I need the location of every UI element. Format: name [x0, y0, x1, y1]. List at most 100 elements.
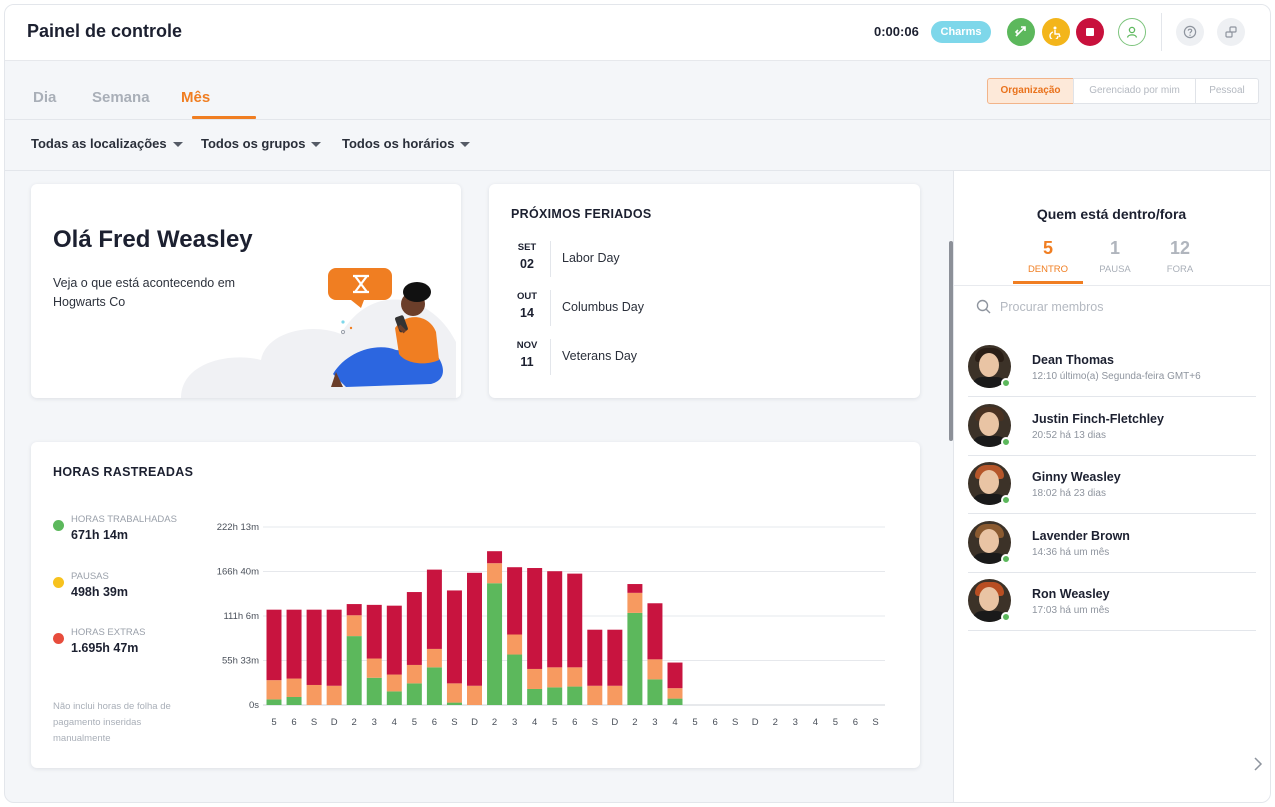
bar-segment[interactable]	[647, 679, 663, 705]
bar-segment[interactable]	[426, 667, 442, 705]
bar-segment[interactable]	[567, 686, 583, 705]
bar-segment[interactable]	[266, 680, 282, 700]
legend-label: HORAS EXTRAS	[71, 627, 146, 638]
hours-bar-chart: 222h 13m 166h 40m 111h 6m 55h 33m 0s 5 6 S D 2 3 4 5…	[217, 522, 885, 728]
bar-segment[interactable]	[346, 636, 362, 705]
bar-segment[interactable]	[567, 573, 583, 668]
bar-segment[interactable]	[547, 687, 563, 705]
search-icon	[976, 299, 991, 314]
bar-segment[interactable]	[426, 648, 442, 668]
schedule-filter-dropdown[interactable]: Todos os horários	[342, 136, 471, 151]
stop-timer-button[interactable]	[1076, 18, 1104, 46]
bar-segment[interactable]	[527, 668, 543, 689]
bar-segment[interactable]	[426, 569, 442, 649]
bar-segment[interactable]	[386, 691, 402, 705]
bar-segment[interactable]	[647, 603, 663, 660]
bar-segment[interactable]	[627, 584, 643, 593]
bar-segment[interactable]	[406, 683, 422, 705]
bar-segment[interactable]	[607, 685, 623, 705]
help-button[interactable]	[1176, 18, 1204, 46]
bar-segment[interactable]	[527, 688, 543, 705]
bar-segment[interactable]	[547, 571, 563, 668]
break-button[interactable]	[1042, 18, 1070, 46]
member-row[interactable]: Ginny Weasley 18:02 há 23 dias	[968, 455, 1256, 514]
bar-segment[interactable]	[607, 629, 623, 686]
location-filter-dropdown[interactable]: Todas as localizações	[31, 136, 183, 151]
bar-segment[interactable]	[306, 609, 322, 685]
bar-segment[interactable]	[667, 698, 683, 705]
member-row[interactable]: Lavender Brown 14:36 há um mês	[968, 514, 1256, 573]
bar-segment[interactable]	[386, 605, 402, 675]
bar-segment[interactable]	[467, 572, 482, 686]
stat-out-tab[interactable]: 12 FORA	[1150, 238, 1210, 275]
bar-segment[interactable]	[366, 658, 382, 678]
member-row[interactable]: Justin Finch-Fletchley 20:52 há 13 dias	[968, 397, 1256, 456]
tab-month[interactable]: Mês	[181, 89, 211, 106]
bar-segment[interactable]	[286, 609, 302, 679]
member-row[interactable]: Ron Weasley 17:03 há um mês	[968, 572, 1256, 631]
x-axis-tick-label: 2	[632, 717, 637, 728]
scope-organization-button[interactable]: Organização	[987, 78, 1074, 104]
project-badge[interactable]: Charms	[931, 21, 991, 43]
stat-break-tab[interactable]: 1 PAUSA	[1085, 238, 1145, 275]
bar-segment[interactable]	[527, 568, 543, 669]
bar-segment[interactable]	[647, 659, 663, 680]
bar-segment[interactable]	[266, 609, 282, 681]
holiday-name: Veterans Day	[562, 349, 638, 363]
bar-segment[interactable]	[627, 592, 643, 613]
bar-segment[interactable]	[446, 702, 462, 705]
bar-segment[interactable]	[366, 604, 382, 659]
bar-segment[interactable]	[286, 696, 302, 705]
group-filter-dropdown[interactable]: Todos os grupos	[201, 136, 322, 151]
stat-in-tab[interactable]: 5 DENTRO	[1018, 238, 1078, 275]
bar-segment[interactable]	[306, 684, 322, 705]
bar-segment[interactable]	[326, 685, 342, 705]
switch-task-button[interactable]	[1007, 18, 1035, 46]
x-axis-tick-label: 6	[291, 717, 296, 728]
avatar-robe	[972, 611, 1007, 622]
x-axis-tick-label: 6	[572, 717, 577, 728]
bar-segment[interactable]	[487, 551, 503, 564]
tab-day[interactable]: Dia	[33, 89, 57, 106]
bar-segment[interactable]	[266, 699, 282, 705]
scope-managed-button[interactable]: Gerenciado por mim	[1073, 78, 1196, 104]
bar-segment[interactable]	[446, 683, 462, 703]
bar-segment[interactable]	[487, 583, 503, 705]
bar-segment[interactable]	[667, 688, 683, 699]
bar-segment[interactable]	[467, 685, 482, 705]
bar-segment[interactable]	[446, 590, 462, 684]
bar-segment[interactable]	[587, 629, 603, 686]
bar-segment[interactable]	[346, 615, 362, 637]
bar-segment[interactable]	[507, 634, 523, 655]
bar-segment[interactable]	[406, 592, 422, 665]
panel-title: Quem está dentro/fora	[1036, 206, 1187, 222]
bar-segment[interactable]	[406, 664, 422, 684]
break-icon	[1049, 26, 1061, 39]
stat-in-count: 5	[1042, 238, 1053, 258]
clock-in-status-button[interactable]	[1118, 18, 1146, 46]
bar-segment[interactable]	[286, 678, 302, 697]
member-search-input[interactable]	[1000, 297, 1240, 317]
account-menu-button[interactable]	[1217, 18, 1245, 46]
avatar-robe	[972, 494, 1007, 505]
bar-segment[interactable]	[487, 563, 503, 584]
bar-segment[interactable]	[547, 667, 563, 688]
bar-segment[interactable]	[326, 609, 342, 686]
member-row[interactable]: Dean Thomas 12:10 último(a) Segunda-feir…	[968, 338, 1256, 397]
main-scrollbar[interactable]	[949, 241, 953, 441]
tab-week[interactable]: Semana	[92, 89, 150, 106]
member-status: 14:36 há um mês	[1032, 547, 1110, 558]
page-title: Painel de controle	[27, 21, 183, 41]
bar-segment[interactable]	[507, 654, 523, 705]
online-indicator	[1001, 495, 1011, 505]
bar-segment[interactable]	[587, 685, 603, 705]
bar-segment[interactable]	[567, 667, 583, 687]
bar-segment[interactable]	[346, 604, 362, 616]
bar-segment[interactable]	[507, 567, 523, 635]
scope-personal-button[interactable]: Pessoal	[1195, 78, 1259, 104]
chevron-right-icon[interactable]	[1253, 757, 1263, 771]
bar-segment[interactable]	[667, 662, 683, 689]
bar-segment[interactable]	[366, 677, 382, 705]
bar-segment[interactable]	[627, 612, 643, 705]
bar-segment[interactable]	[386, 674, 402, 692]
